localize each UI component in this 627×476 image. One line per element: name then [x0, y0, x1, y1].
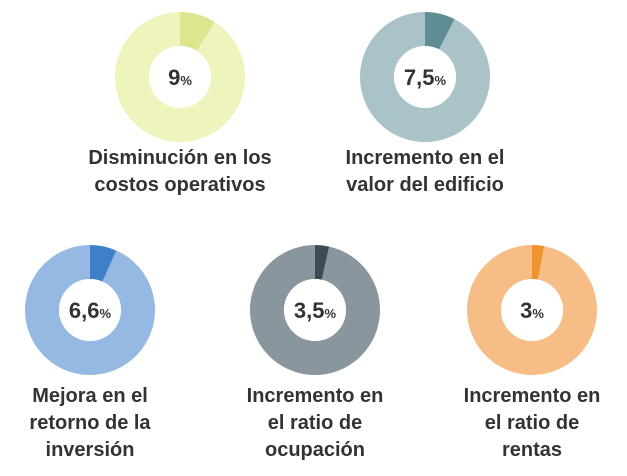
value-unit: %	[180, 73, 192, 88]
donut-hole	[149, 46, 211, 108]
category-label: Mejora en el retorno de la inversión	[29, 385, 151, 461]
value-label: 9%	[168, 65, 192, 90]
donut-rest	[115, 12, 245, 142]
value-number: 3	[520, 298, 532, 323]
donut-hole	[394, 46, 456, 108]
donut-segment	[532, 245, 545, 280]
category-label: Incremento en el ratio de ocupación	[246, 385, 384, 461]
category-label: Disminución en los costos operativos	[88, 147, 272, 196]
value-unit: %	[532, 306, 544, 321]
value-number: 6,6	[69, 298, 100, 323]
donut-segment	[180, 12, 215, 51]
donut: 6,6%	[25, 245, 155, 375]
donut-segment	[315, 245, 330, 280]
donut-rest	[467, 245, 597, 375]
value-label: 3,5%	[294, 298, 337, 323]
value-label: 6,6%	[69, 298, 112, 323]
value-number: 9	[168, 65, 180, 90]
value-number: 3,5	[294, 298, 325, 323]
donut-rest	[250, 245, 380, 375]
donut: 9%	[115, 12, 245, 142]
donut-hole	[59, 279, 121, 341]
value-unit: %	[325, 306, 337, 321]
category-label: Incremento en el ratio de rentas	[463, 385, 601, 461]
donut-rest	[25, 245, 155, 375]
value-label: 3%	[520, 298, 544, 323]
donut-hole	[284, 279, 346, 341]
donut-segment	[90, 245, 117, 282]
donut-hole	[501, 279, 563, 341]
donut: 3%	[467, 245, 597, 375]
donut: 3,5%	[250, 245, 380, 375]
value-number: 7,5	[404, 65, 435, 90]
donut-segment	[425, 12, 455, 50]
value-unit: %	[435, 73, 447, 88]
donut: 7,5%	[360, 12, 490, 142]
value-label: 7,5%	[404, 65, 447, 90]
donut-rest	[360, 12, 490, 142]
value-unit: %	[100, 306, 112, 321]
category-label: Incremento en el valor del edificio	[345, 147, 505, 196]
